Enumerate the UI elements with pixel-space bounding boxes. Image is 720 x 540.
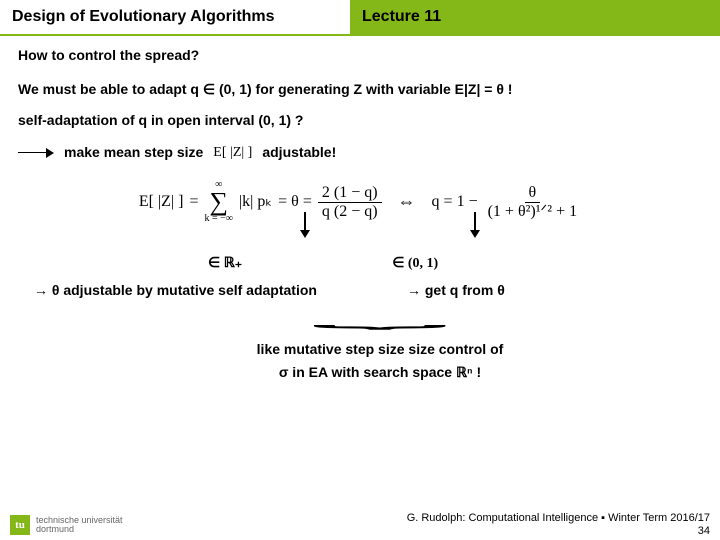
subtitle: How to control the spread? xyxy=(18,46,702,66)
brace-line1: like mutative step size size control of xyxy=(58,340,702,360)
concl-left: → θ adjustable by mutative self adaptati… xyxy=(34,281,317,301)
formula-frac2: θ (1 + θ²)¹ᐟ² + 1 xyxy=(484,184,582,220)
slide-content: How to control the spread? We must be ab… xyxy=(0,36,720,383)
mean-right: adjustable! xyxy=(262,143,336,163)
slide-footer: tu technische universität dortmund G. Ru… xyxy=(0,510,720,540)
text-adapt: We must be able to adapt q ∈ (0, 1) for … xyxy=(18,80,702,100)
underbrace-icon: ⏟ xyxy=(315,315,445,322)
header-title-right: Lecture 11 xyxy=(350,0,720,34)
range-row: ∈ ℝ₊ ∈ (0, 1) xyxy=(18,254,702,274)
logo-box: tu xyxy=(10,515,30,535)
concl-right: → get q from θ xyxy=(407,281,505,301)
header-title-left: Design of Evolutionary Algorithms xyxy=(0,0,350,34)
mean-step-row: make mean step size E[ |Z| ] adjustable! xyxy=(18,143,702,163)
range-right: ∈ (0, 1) xyxy=(392,254,438,274)
text-selfadapt: self-adaptation of q in open interval (0… xyxy=(18,111,702,131)
brace-line2: σ in EA with search space ℝⁿ ! xyxy=(58,363,702,383)
formula-eq2: = θ = xyxy=(278,191,312,213)
mean-expr: E[ |Z| ] xyxy=(213,143,252,163)
formula-sum: ∞ ∑ k = −∞ xyxy=(205,180,233,223)
formula-frac1: 2 (1 − q) q (2 − q) xyxy=(318,184,382,220)
conclusion-row: → θ adjustable by mutative self adaptati… xyxy=(18,281,702,301)
frac1-den: q (2 − q) xyxy=(318,203,382,221)
mean-left: make mean step size xyxy=(64,143,203,163)
main-formula: E[ |Z| ] = ∞ ∑ k = −∞ |k| pₖ = θ = 2 (1 … xyxy=(18,180,702,223)
page-number: 34 xyxy=(407,525,710,538)
frac2-num: θ xyxy=(525,184,541,203)
range-left: ∈ ℝ₊ xyxy=(208,254,242,274)
formula-rhs-pre: q = 1 − xyxy=(432,191,478,213)
univ-line2: dortmund xyxy=(36,525,123,534)
logo-text: technische universität dortmund xyxy=(36,516,123,534)
formula-iff: ⇔ xyxy=(398,189,416,214)
formula-lhs: E[ |Z| ] xyxy=(139,191,184,213)
sum-bot: k = −∞ xyxy=(205,214,233,224)
footer-credit: G. Rudolph: Computational Intelligence ▪… xyxy=(407,512,710,538)
credit-line: G. Rudolph: Computational Intelligence ▪… xyxy=(407,512,710,525)
arrow-icon xyxy=(18,148,54,158)
brace-note: ⏟ like mutative step size size control o… xyxy=(18,311,702,383)
frac2-den: (1 + θ²)¹ᐟ² + 1 xyxy=(484,203,582,221)
frac1-num: 2 (1 − q) xyxy=(318,184,382,203)
university-logo: tu technische universität dortmund xyxy=(10,515,123,535)
formula-eq1: = xyxy=(189,191,198,213)
sum-body: |k| pₖ xyxy=(239,191,272,213)
slide-header: Design of Evolutionary Algorithms Lectur… xyxy=(0,0,720,34)
sigma-icon: ∑ xyxy=(209,190,228,213)
